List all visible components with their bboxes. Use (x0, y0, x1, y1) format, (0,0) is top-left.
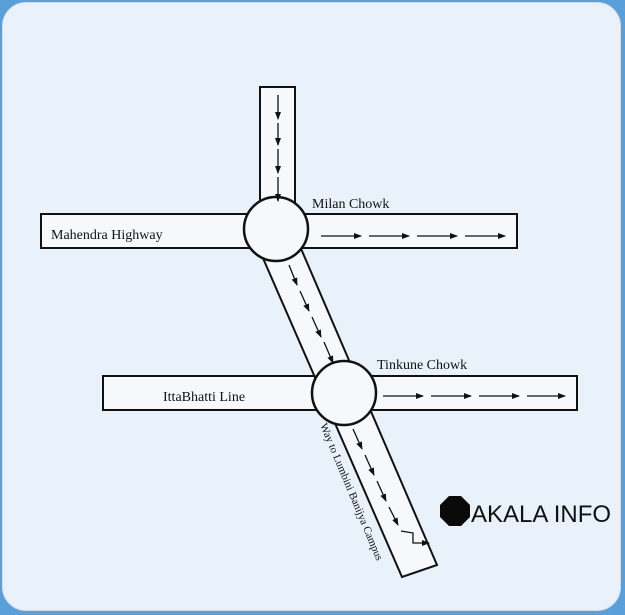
mahendra-highway-label: Mahendra Highway (51, 228, 163, 243)
ittabhatti-line-label: IttaBhatti Line (163, 390, 245, 405)
tinkune-chowk-label: Tinkune Chowk (377, 358, 467, 373)
route-arrows-diagonal (288, 264, 334, 364)
route-map: Mahendra Highway IttaBhatti Line Milan C… (40, 86, 611, 579)
route-arrows-campus (352, 428, 430, 546)
milan-chowk-roundabout (242, 195, 310, 263)
tinkune-chowk-roundabout (310, 359, 378, 427)
milan-chowk-label: Milan Chowk (312, 197, 389, 212)
akala-info-logo: AKALA INFO (440, 496, 611, 528)
octagon-logo-icon (440, 496, 470, 526)
brand-text: AKALA INFO (471, 501, 611, 528)
